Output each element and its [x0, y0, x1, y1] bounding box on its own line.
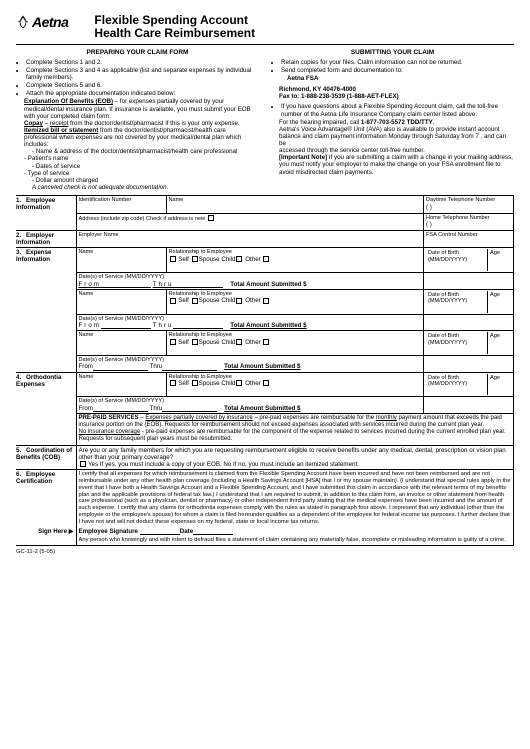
instructions: PREPARING YOUR CLAIM FORM Complete Secti… [16, 49, 514, 191]
dayphone-field[interactable]: ( ) [426, 204, 511, 211]
addr1: Aetna FSA [271, 75, 514, 82]
signature-field[interactable] [140, 528, 180, 535]
item-sub: - Dollar amount charged [16, 177, 259, 184]
item-sub: - Patient's name [16, 155, 259, 162]
item-head: Itemized bill or statement [24, 127, 98, 134]
self-checkbox[interactable] [170, 339, 176, 345]
spouse-checkbox[interactable] [192, 380, 198, 386]
form-number: GC-11-2 (5-05) [16, 549, 514, 556]
fax: Fax to: 1-888-238-3539 (1-888-AET-FLEX) [271, 93, 514, 100]
child-checkbox[interactable] [236, 256, 242, 262]
logo-text: Aetna [32, 14, 68, 30]
title-block: Flexible Spending Account Health Care Re… [94, 14, 255, 40]
spouse-checkbox[interactable] [192, 256, 198, 262]
date-field[interactable] [193, 528, 233, 535]
submit-col: SUBMITTING YOUR CLAIM Retain copies for … [271, 49, 514, 191]
title-line-2: Health Care Reimbursement [94, 27, 255, 40]
other-checkbox[interactable] [263, 298, 269, 304]
homephone-field[interactable]: ( ) [426, 221, 511, 228]
sub-item: Send completed form and documentation to… [281, 67, 514, 74]
item-sub: - Name & address of the doctor/dentist/p… [16, 148, 259, 155]
prep-item: Attach the appropriate documentation ind… [26, 90, 259, 97]
prep-item: Complete Sections 1 and 2. [26, 59, 259, 66]
fraud-warning: Any person who knowingly and with intent… [76, 536, 514, 545]
rel-options: Self Spouse Child Other [169, 256, 422, 263]
other-checkbox[interactable] [263, 339, 269, 345]
prep-item: Complete Sections 3 and 4 as applicable … [26, 67, 259, 81]
spouse-checkbox[interactable] [192, 339, 198, 345]
ava: Aetna's Voice Advantage® Unit (AVA) also… [271, 126, 514, 147]
item-sub: - Dates of service [16, 163, 259, 170]
new-addr-checkbox[interactable] [208, 215, 214, 221]
prep-col: PREPARING YOUR CLAIM FORM Complete Secti… [16, 49, 259, 191]
other-checkbox[interactable] [263, 256, 269, 262]
self-checkbox[interactable] [170, 256, 176, 262]
spouse-checkbox[interactable] [192, 298, 198, 304]
prepaid-block: PRE-PAID SERVICES – Expenses partially c… [76, 413, 514, 445]
tty-num: 1-877-703-5572 TDD/TTY [361, 119, 433, 126]
copay-head: Copay [24, 120, 43, 127]
cob-yes-checkbox[interactable] [80, 461, 86, 467]
other-checkbox[interactable] [263, 380, 269, 386]
sign-here: Sign Here ▶ [38, 528, 73, 535]
prep-heading: PREPARING YOUR CLAIM FORM [16, 49, 259, 56]
imp-head: [Important Note] [279, 154, 327, 161]
header: Aetna Flexible Spending Account Health C… [16, 14, 514, 40]
rule [16, 44, 514, 45]
item-sub: - Type of service [16, 170, 259, 177]
sig-label: Employee Signature [79, 528, 139, 535]
cob-question: Are you or any family members for which … [79, 447, 512, 461]
child-checkbox[interactable] [236, 339, 242, 345]
fsa-label: FSA Control Number [426, 232, 511, 238]
prep-item: Complete Sections 5 and 6. [26, 82, 259, 89]
ava2: accessed through the service center toll… [271, 147, 514, 154]
child-checkbox[interactable] [236, 380, 242, 386]
addr-label: Address (include zip code) Check if addr… [79, 216, 206, 222]
form-table: 1.Employee Information Identification Nu… [16, 195, 514, 546]
aetna-logo: Aetna [16, 14, 68, 30]
copay-rest: from the doctor/dentist/pharmacist if th… [68, 120, 239, 127]
sub-item: Retain copies for your files. Claim info… [281, 59, 514, 66]
child-checkbox[interactable] [236, 298, 242, 304]
item-note: A canceled check is not adequate documen… [16, 184, 259, 191]
certification-text: I certify that all expenses for which re… [76, 470, 514, 527]
total-label: Total Amount Submitted $ [230, 281, 306, 288]
self-checkbox[interactable] [170, 298, 176, 304]
name-label: Name [169, 197, 422, 203]
sub-q: If you have questions about a Flexible S… [281, 103, 514, 117]
date-label: Date [180, 528, 193, 535]
submit-heading: SUBMITTING YOUR CLAIM [271, 49, 514, 56]
eob-head: Explanation Of Benefits (EOB) [24, 98, 113, 105]
self-checkbox[interactable] [170, 380, 176, 386]
addr2: Richmond, KY 40476-4000 [271, 86, 514, 93]
